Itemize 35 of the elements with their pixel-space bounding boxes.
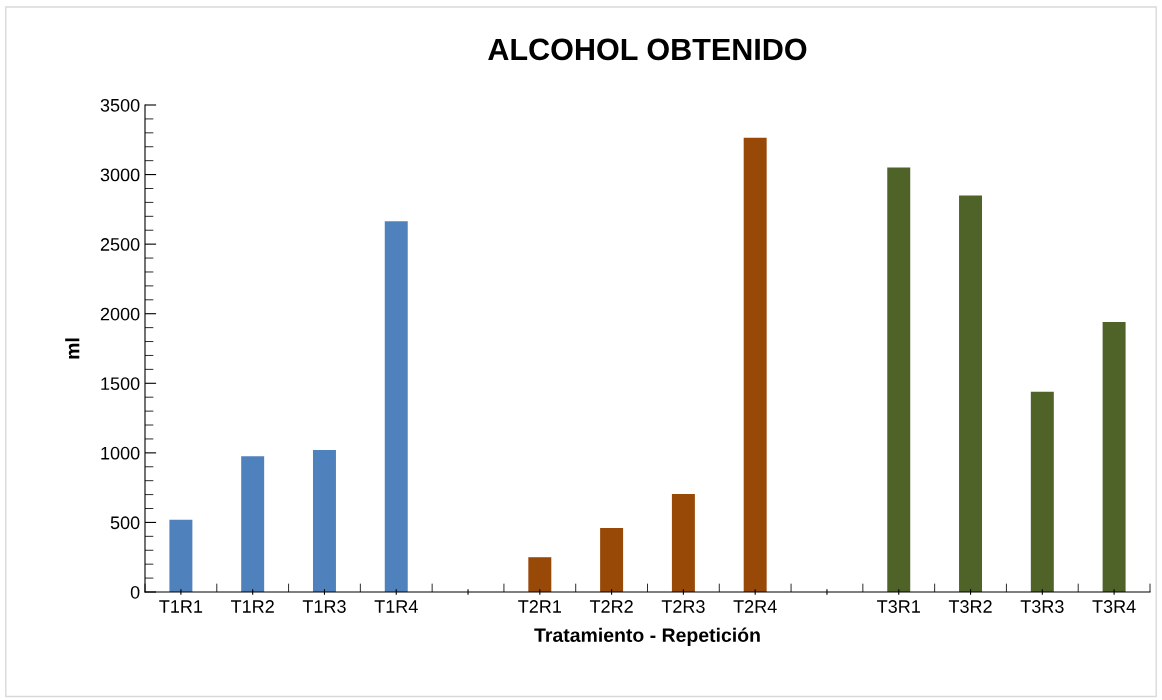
bar [1030, 391, 1054, 592]
x-tick-label: T3R2 [948, 600, 992, 613]
bar [600, 527, 624, 592]
chart-title: ALCOHOL OBTENIDO [488, 38, 807, 61]
y-axis-title: ml [65, 338, 80, 359]
x-tick-label: T2R2 [589, 600, 633, 613]
y-tick-label: 3500 [100, 98, 140, 112]
y-tick-label: 3000 [100, 168, 140, 182]
bar [312, 450, 336, 592]
x-tick-label: T2R1 [518, 600, 562, 613]
x-tick-label: T2R3 [661, 600, 705, 613]
x-tick-label: T3R3 [1020, 600, 1064, 613]
x-axis-title: Tratamiento - Repetición [534, 627, 760, 646]
x-tick-label: T1R3 [302, 600, 346, 613]
x-tick-label: T3R1 [877, 600, 920, 613]
y-tick-label: 500 [110, 516, 140, 530]
x-tick-label: T3R4 [1092, 600, 1136, 613]
x-tick-label: T2R4 [733, 600, 777, 613]
bar [528, 557, 552, 592]
bar [169, 519, 193, 592]
x-tick-label: T1R2 [231, 600, 274, 613]
bar [384, 221, 408, 592]
bar [959, 195, 983, 592]
y-tick-label: 1000 [101, 446, 140, 460]
bar [241, 456, 265, 592]
x-tick-label: T1R1 [159, 600, 203, 613]
y-tick-label: 0 [130, 585, 140, 599]
bar [1102, 322, 1126, 592]
bar [671, 493, 695, 592]
y-tick-label: 1500 [101, 377, 140, 391]
x-tick-label: T1R4 [374, 600, 418, 613]
bar [887, 167, 911, 592]
y-tick-label: 2000 [100, 307, 140, 321]
bar [743, 137, 767, 592]
y-tick-label: 2500 [100, 238, 140, 251]
